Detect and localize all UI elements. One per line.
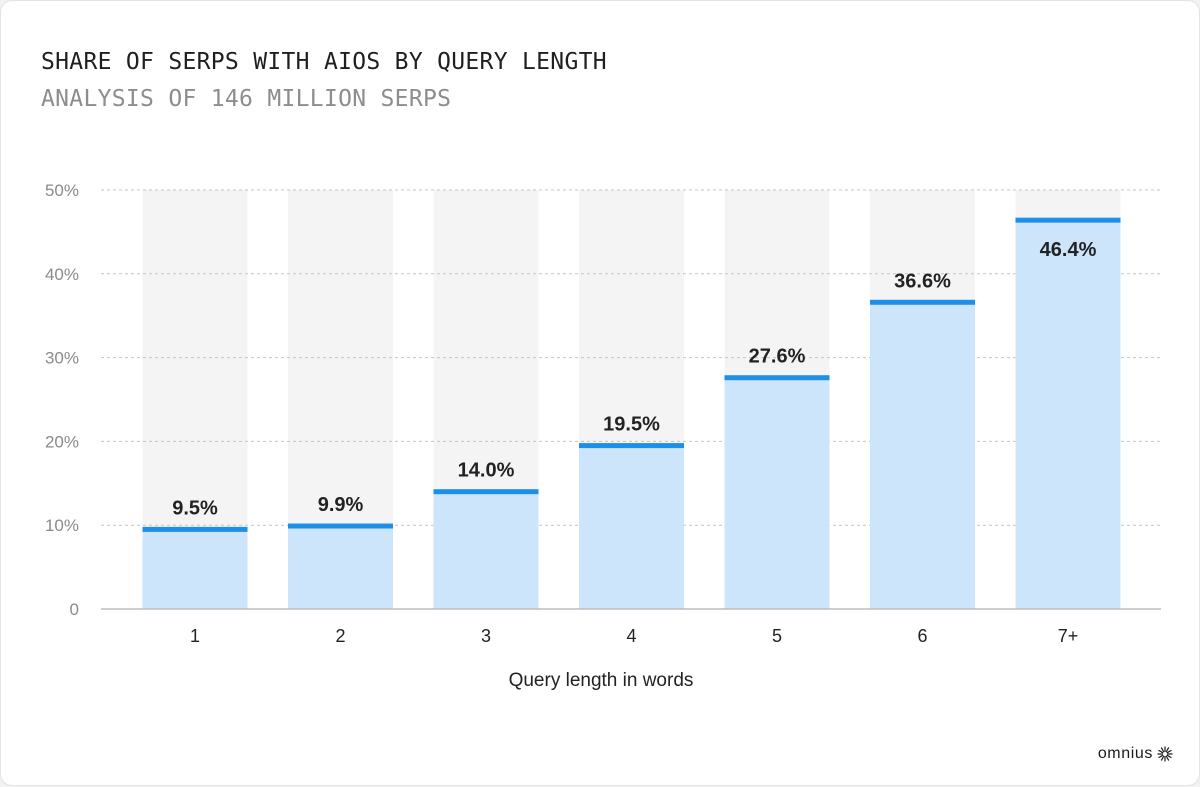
logo-ray [1165,747,1170,753]
brand-name: omnius [1097,745,1153,762]
data-label: 46.4% [1040,239,1097,261]
logo-ray [1166,754,1172,759]
x-tick-label: 5 [772,626,782,646]
data-label: 19.5% [603,414,660,436]
x-tick-label: 6 [917,626,927,646]
bar [433,491,539,609]
x-tick-label: 1 [190,626,200,646]
bar-top-line [579,443,684,449]
x-axis-ticks: 1 2 3 4 5 6 7+ [190,626,1078,646]
bar [724,377,830,609]
x-tick-label: 3 [481,626,491,646]
data-labels: 9.5% 9.9% 14.0% 19.5% 27.6% 36.6% 46.4% [172,239,1096,519]
y-tick-label: 40% [45,265,79,284]
data-label: 9.9% [318,494,364,516]
bar-top-line [142,526,248,532]
chart-title: SHARE OF SERPS WITH AIOS BY QUERY LENGTH [41,49,607,75]
bar [870,302,975,609]
logo-ray [1160,747,1165,753]
y-axis-ticks: 0 10% 20% 30% 40% 50% [45,181,79,619]
bar [579,445,684,609]
data-label: 36.6% [894,270,951,292]
y-tick-label: 0 [70,600,79,619]
bar [142,529,248,609]
bar-top-line [724,375,830,381]
x-tick-label: 7+ [1058,626,1079,646]
bar-top-line [870,299,975,305]
y-tick-label: 50% [45,181,79,200]
bar-top-line [433,489,539,495]
y-tick-label: 10% [45,516,79,535]
data-label: 9.5% [172,497,218,519]
data-label: 27.6% [749,346,806,368]
bars [142,217,1121,609]
logo-ray [1165,755,1170,761]
y-tick-label: 30% [45,349,79,368]
brand-logo: omnius [1098,745,1173,763]
logo-ray [1158,754,1164,759]
logo-ray [1160,755,1165,761]
omnius-burst-icon [1157,746,1173,762]
chart-subtitle: ANALYSIS OF 146 MILLION SERPS [41,86,452,112]
bar [1015,220,1121,609]
logo-ray [1166,749,1172,754]
bar-top-line [288,523,393,529]
x-tick-label: 4 [626,626,636,646]
x-axis-title: Query length in words [509,670,694,691]
logo-ray [1158,749,1164,754]
x-tick-label: 2 [335,626,345,646]
bar [288,526,393,609]
y-tick-label: 20% [45,432,79,451]
bar-top-line [1015,217,1121,223]
data-label: 14.0% [458,460,515,482]
